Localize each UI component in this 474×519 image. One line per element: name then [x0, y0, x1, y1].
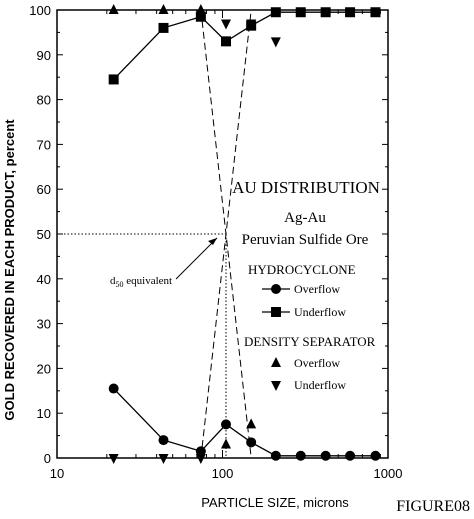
- y-tick-label: 100: [29, 3, 51, 18]
- hydrocyclone-underflow-point: [345, 7, 356, 18]
- density-separator-underflow-point: [158, 454, 169, 464]
- density-separator-overflow-point: [246, 418, 257, 429]
- legend-marker-hydrocyclone-underflow: [271, 307, 281, 317]
- y-tick-label: 0: [44, 451, 51, 466]
- annotation-subtitle-1: Ag-Au: [284, 210, 326, 226]
- d50-arrowhead: [208, 238, 217, 245]
- hydrocyclone-underflow-point: [195, 11, 206, 22]
- hydrocyclone-overflow-point: [158, 435, 169, 446]
- legend-marker-hydrocyclone-overflow: [271, 284, 281, 294]
- series-lines: [113, 11, 376, 457]
- hydrocyclone-underflow-point: [295, 7, 306, 18]
- hydrocyclone-overflow-line: [113, 388, 376, 457]
- legend: Overflow Underflow Overflow Underflow: [262, 282, 346, 392]
- hydrocyclone-underflow-point: [320, 7, 331, 18]
- d50-guide-lines: [57, 233, 227, 458]
- hydrocyclone-underflow-point: [221, 36, 232, 47]
- y-tick-label: 50: [37, 227, 51, 242]
- density-separator-overflow-point: [108, 4, 119, 14]
- density-separator-overflow-point: [195, 4, 206, 14]
- hydrocyclone-underflow-point: [370, 7, 381, 18]
- density-separator-overflow-point: [158, 4, 169, 14]
- density-separator-underflow-point: [270, 37, 281, 48]
- hydrocyclone-overflow-point: [195, 446, 206, 457]
- x-tick-label: 10: [50, 466, 64, 481]
- legend-marker-density-separator-overflow: [271, 357, 281, 367]
- crossing-dashed-line: [200, 9, 252, 459]
- density-separator-underflow-point: [246, 19, 257, 30]
- annotation-title: AU DISTRIBUTION: [232, 178, 380, 197]
- hydrocyclone-overflow-point: [295, 450, 306, 461]
- hydrocyclone-underflow-line: [113, 11, 376, 80]
- annotation-subtitle-2: Peruvian Sulfide Ore: [242, 232, 369, 248]
- y-tick-label: 20: [37, 361, 51, 376]
- d50-arrow: [175, 237, 218, 280]
- crossing-dashed-lines: [200, 9, 252, 459]
- legend-label-hydrocyclone-underflow: Underflow: [294, 305, 346, 319]
- d50-annotation: d50 equivalent: [110, 275, 172, 289]
- data-markers: [108, 4, 381, 464]
- hydrocyclone-underflow-point: [270, 7, 281, 18]
- hydrocyclone-overflow-point: [221, 419, 232, 430]
- legend-label-density-separator-underflow: Underflow: [294, 378, 346, 392]
- x-tick-label: 100: [212, 466, 234, 481]
- figure-label: FIGURE08: [396, 498, 470, 515]
- y-tick-label: 60: [37, 182, 51, 197]
- hydrocyclone-overflow-point: [270, 450, 281, 461]
- hydrocyclone-overflow-point: [320, 450, 331, 461]
- density-separator-overflow-point: [221, 438, 232, 449]
- hydrocyclone-overflow-point: [345, 450, 356, 461]
- y-tick-label: 70: [37, 137, 51, 152]
- legend-marker-density-separator-underflow: [271, 381, 281, 391]
- density-separator-underflow-point: [195, 454, 206, 464]
- y-tick-label: 80: [37, 93, 51, 108]
- y-tick-label: 90: [37, 48, 51, 63]
- y-tick-label: 40: [37, 272, 51, 287]
- y-tick-label: 10: [37, 406, 51, 421]
- density-separator-underflow-point: [221, 19, 232, 30]
- hydrocyclone-underflow-point: [108, 74, 119, 85]
- density-separator-underflow-point: [108, 454, 119, 464]
- y-axis-label: GOLD RECOVERED IN EACH PRODUCT, percent: [2, 119, 17, 421]
- x-tick-label: 1000: [374, 466, 403, 481]
- legend-group-hydrocyclone: HYDROCYCLONE: [248, 262, 356, 277]
- hydrocyclone-overflow-point: [370, 450, 381, 461]
- hydrocyclone-overflow-point: [108, 383, 119, 394]
- legend-label-density-separator-overflow: Overflow: [294, 356, 340, 370]
- legend-group-density-separator: DENSITY SEPARATOR: [244, 334, 376, 349]
- hydrocyclone-underflow-point: [158, 22, 169, 33]
- legend-label-hydrocyclone-overflow: Overflow: [294, 282, 340, 296]
- hydrocyclone-overflow-point: [246, 437, 257, 448]
- x-axis-label: PARTICLE SIZE, microns: [201, 495, 349, 510]
- y-tick-label: 30: [37, 317, 51, 332]
